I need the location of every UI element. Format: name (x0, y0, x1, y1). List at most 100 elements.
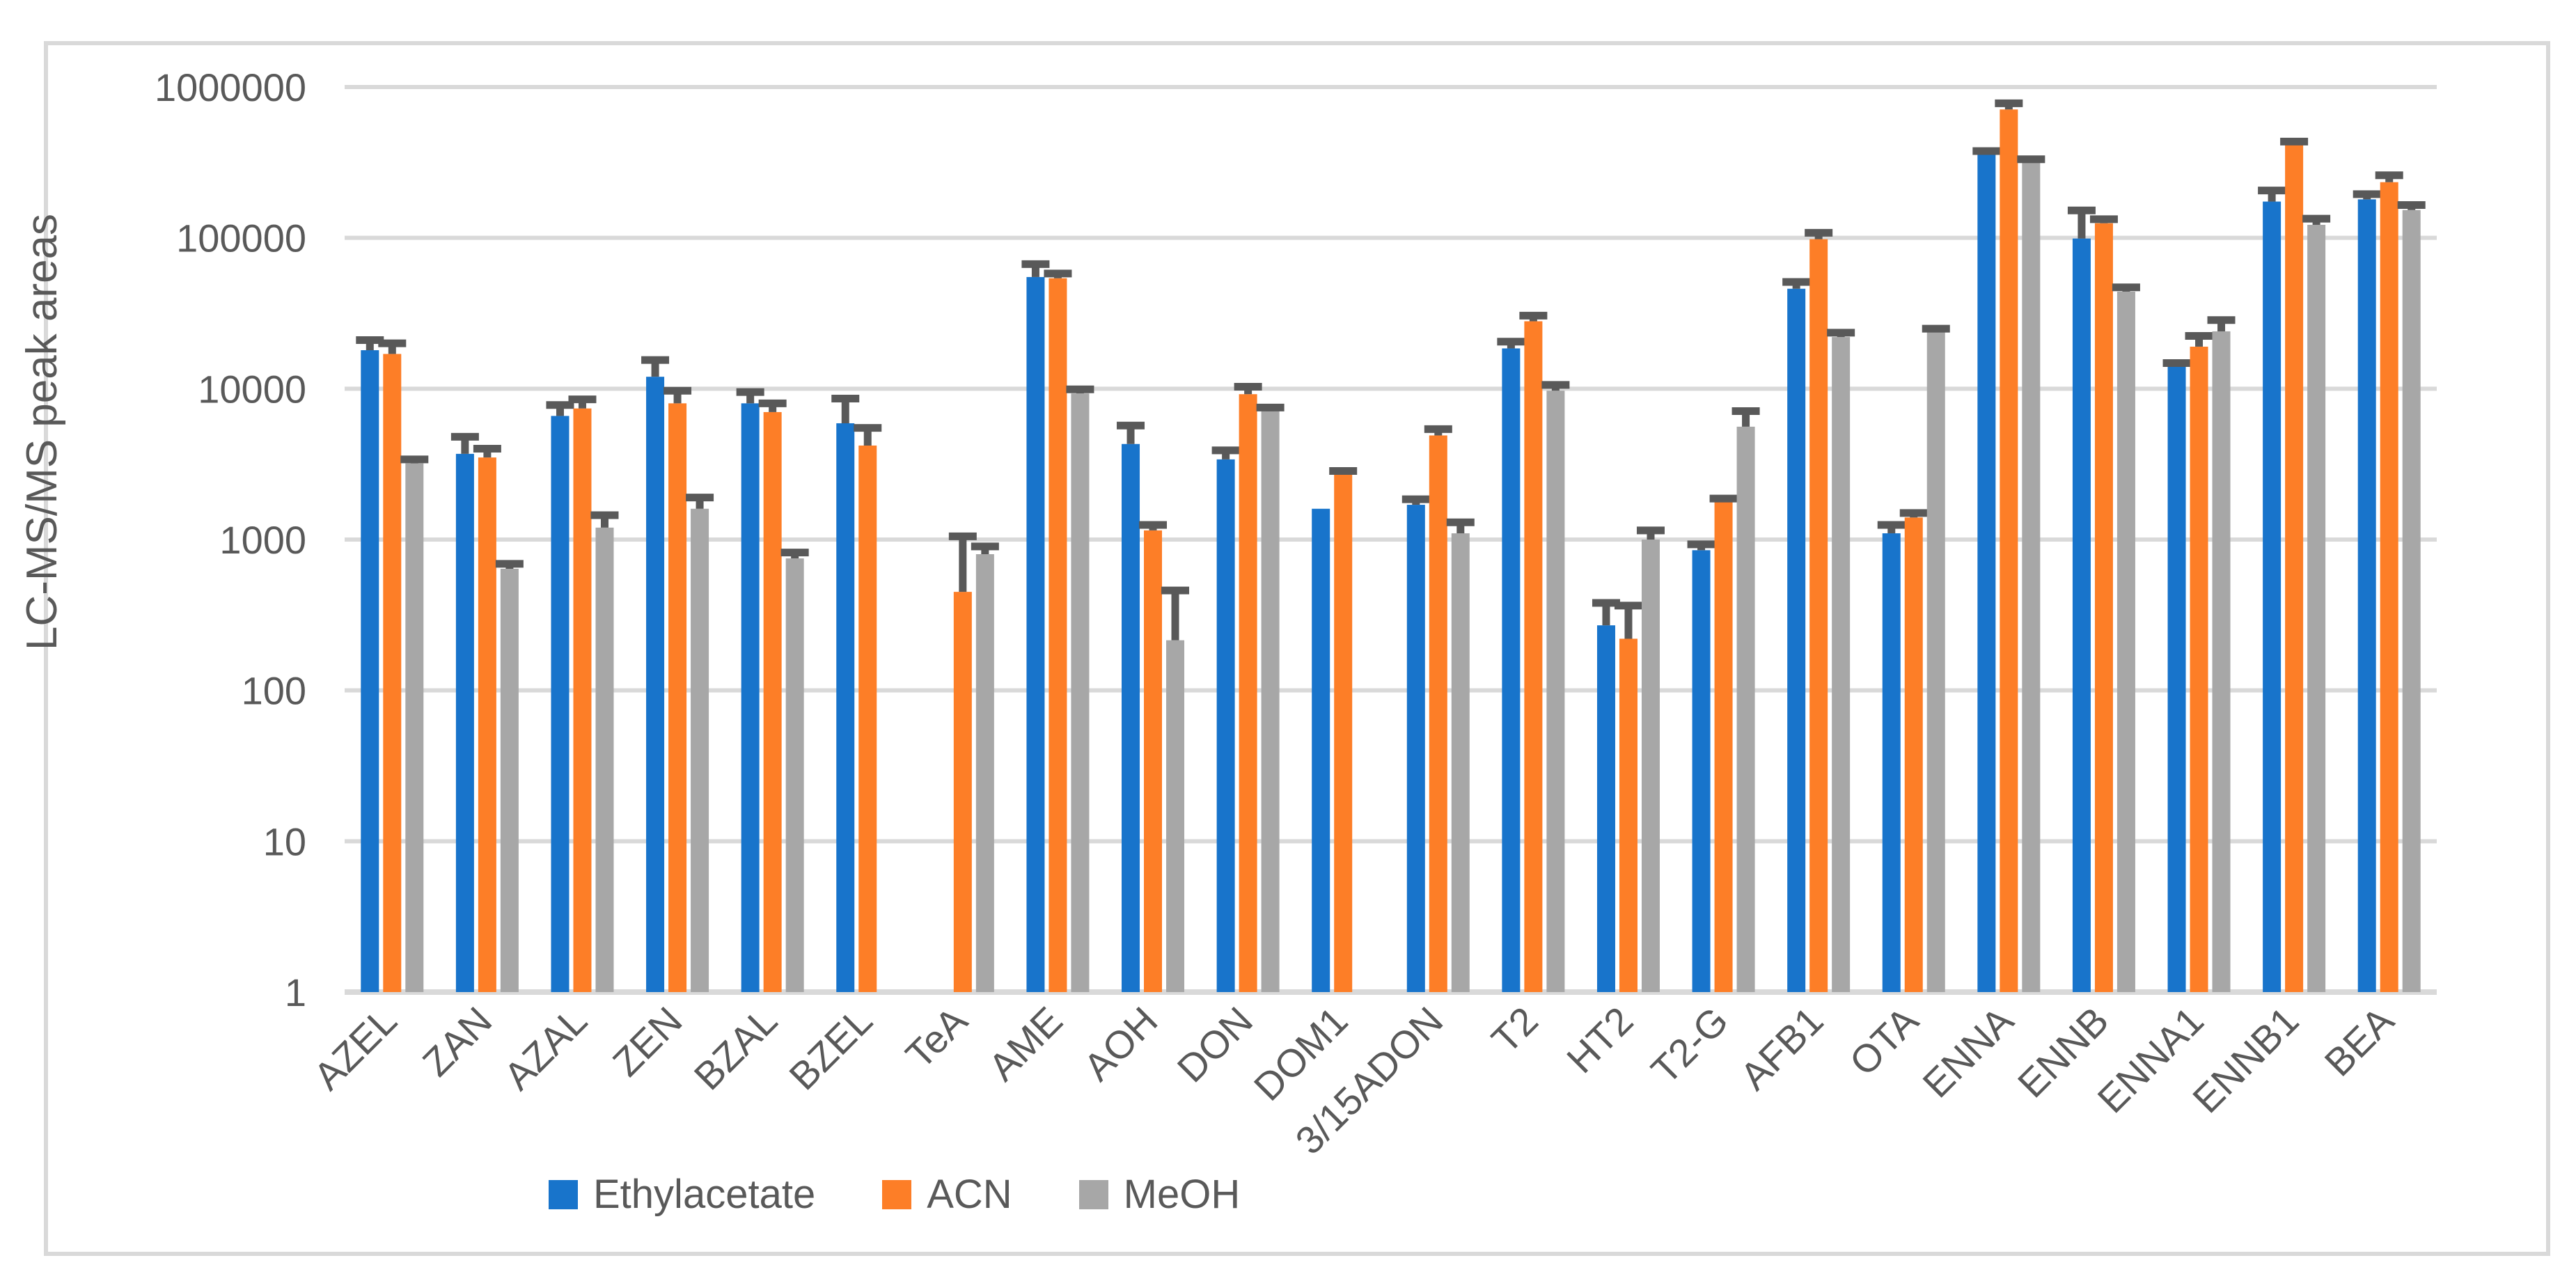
bar-ENNA1-Ethylacetate[interactable] (2167, 366, 2186, 992)
bar-DON-Ethylacetate[interactable] (1216, 459, 1235, 992)
x-category-label-BEA[interactable]: BEA (2316, 998, 2402, 1084)
y-tick-label-1: 1 (285, 970, 306, 1014)
bar-AZEL-Ethylacetate[interactable] (361, 350, 379, 992)
bar-ZEN-Ethylacetate[interactable] (646, 377, 665, 992)
bar-3/15ADON-MeOH[interactable] (1451, 533, 1470, 992)
bar-T2-G-MeOH[interactable] (1736, 426, 1755, 992)
bar-OTA-Ethylacetate[interactable] (1882, 533, 1901, 992)
bar-ZEN-MeOH[interactable] (691, 508, 709, 992)
x-category-label-AZEL[interactable]: AZEL (305, 998, 405, 1099)
x-category-label-AOH[interactable]: AOH (1075, 998, 1165, 1089)
bar-AFB1-ACN[interactable] (1809, 239, 1828, 993)
x-category-label-AME[interactable]: AME (980, 998, 1071, 1089)
bar-T2-Ethylacetate[interactable] (1502, 348, 1521, 992)
x-category-label-T2[interactable]: T2 (1483, 998, 1546, 1062)
bar-ENNA-MeOH[interactable] (2022, 162, 2041, 993)
bar-OTA-MeOH[interactable] (1926, 331, 1945, 992)
bar-BZAL-MeOH[interactable] (785, 558, 804, 992)
figure-border (44, 41, 2550, 1256)
bar-OTA-ACN[interactable] (1904, 517, 1923, 992)
legend-label-ethylacetate: Ethylacetate (593, 1172, 816, 1217)
x-category-label-ZAN[interactable]: ZAN (414, 998, 501, 1085)
bar-ENNA-Ethylacetate[interactable] (1977, 153, 1996, 993)
legend-swatch-ethylacetate (549, 1179, 578, 1209)
bar-AZAL-MeOH[interactable] (595, 527, 614, 992)
bar-BEA-MeOH[interactable] (2402, 210, 2421, 993)
bar-BZEL-Ethylacetate[interactable] (836, 423, 855, 992)
bar-AOH-Ethylacetate[interactable] (1122, 443, 1140, 992)
legend-item-acn[interactable]: ACN (882, 1171, 1012, 1218)
bar-TeA-ACN[interactable] (953, 592, 972, 992)
bar-ENNB1-MeOH[interactable] (2307, 224, 2326, 993)
bar-ZAN-ACN[interactable] (478, 457, 496, 992)
bar-BEA-Ethylacetate[interactable] (2357, 199, 2376, 992)
x-category-label-T2-G[interactable]: T2-G (1642, 998, 1736, 1092)
bar-AZAL-ACN[interactable] (573, 408, 592, 992)
bar-DON-MeOH[interactable] (1261, 411, 1280, 992)
bar-ENNB1-Ethylacetate[interactable] (2263, 201, 2282, 993)
bar-ENNB-ACN[interactable] (2094, 223, 2113, 993)
bar-DOM1-Ethylacetate[interactable] (1312, 508, 1330, 992)
bar-ENNA1-ACN[interactable] (2190, 346, 2208, 992)
legend-swatch-acn (882, 1179, 912, 1209)
bar-HT2-MeOH[interactable] (1641, 540, 1660, 992)
bar-HT2-Ethylacetate[interactable] (1596, 625, 1615, 992)
bar-BZAL-ACN[interactable] (763, 411, 782, 992)
bar-AME-ACN[interactable] (1049, 278, 1067, 993)
bar-T2-MeOH[interactable] (1546, 391, 1565, 992)
bar-ZAN-Ethylacetate[interactable] (455, 453, 474, 992)
legend-item-meoh[interactable]: MeOH (1078, 1171, 1240, 1218)
bar-AFB1-Ethylacetate[interactable] (1787, 288, 1806, 992)
x-category-label-TeA[interactable]: TeA (897, 998, 976, 1076)
bar-ZAN-MeOH[interactable] (500, 568, 519, 992)
y-tick-label-1000: 1000 (219, 518, 306, 562)
bar-ENNB1-ACN[interactable] (2285, 145, 2304, 992)
bar-AZAL-Ethylacetate[interactable] (551, 416, 570, 992)
bar-BEA-ACN[interactable] (2380, 182, 2398, 992)
y-tick-label-100000: 100000 (176, 217, 306, 260)
bar-ENNA1-MeOH[interactable] (2212, 331, 2231, 992)
y-axis-title-text: LC-MS/MS peak areas (18, 213, 67, 650)
y-axis-title: LC-MS/MS peak areas (19, 118, 67, 745)
bar-TeA-MeOH[interactable] (975, 553, 994, 992)
bar-DON-ACN[interactable] (1239, 394, 1257, 992)
x-category-label-BZEL[interactable]: BZEL (780, 998, 881, 1099)
bar-T2-ACN[interactable] (1524, 321, 1543, 992)
bar-ENNA-ACN[interactable] (2000, 109, 2018, 993)
x-category-label-ZEN[interactable]: ZEN (604, 998, 691, 1085)
x-category-label-AFB1[interactable]: AFB1 (1731, 998, 1832, 1099)
legend: Ethylacetate ACN MeOH (549, 1171, 1240, 1218)
bar-AZEL-ACN[interactable] (383, 354, 402, 993)
x-category-label-AZAL[interactable]: AZAL (495, 998, 595, 1099)
bar-DOM1-ACN[interactable] (1334, 474, 1353, 992)
bar-AZEL-MeOH[interactable] (405, 463, 424, 992)
bar-ENNB-Ethylacetate[interactable] (2072, 238, 2091, 993)
bar-T2-G-Ethylacetate[interactable] (1692, 550, 1711, 992)
bar-AOH-ACN[interactable] (1144, 530, 1163, 992)
bar-3/15ADON-ACN[interactable] (1429, 435, 1447, 992)
bar-HT2-ACN[interactable] (1619, 638, 1638, 992)
bar-ENNB-MeOH[interactable] (2116, 291, 2135, 992)
x-category-label-ENNB1[interactable]: ENNB1 (2184, 998, 2307, 1122)
y-tick-label-10: 10 (263, 819, 306, 863)
legend-label-acn: ACN (927, 1172, 1012, 1217)
x-category-label-ENNA[interactable]: ENNA (1914, 998, 2022, 1106)
bar-ZEN-ACN[interactable] (668, 403, 687, 992)
bar-T2-G-ACN[interactable] (1714, 501, 1733, 992)
legend-item-ethylacetate[interactable]: Ethylacetate (549, 1171, 815, 1218)
bar-BZEL-ACN[interactable] (858, 445, 877, 992)
bar-AOH-MeOH[interactable] (1166, 640, 1185, 992)
y-tick-label-100: 100 (242, 669, 306, 713)
bar-AFB1-MeOH[interactable] (1832, 337, 1851, 993)
x-category-label-OTA[interactable]: OTA (1841, 998, 1926, 1083)
y-tick-label-10000: 10000 (198, 367, 306, 411)
bar-BZAL-Ethylacetate[interactable] (741, 403, 760, 992)
x-category-label-ENNA1[interactable]: ENNA1 (2089, 998, 2212, 1122)
x-category-label-BZAL[interactable]: BZAL (686, 998, 786, 1099)
bar-AME-MeOH[interactable] (1071, 393, 1090, 992)
bar-AME-Ethylacetate[interactable] (1026, 276, 1045, 993)
x-category-label-HT2[interactable]: HT2 (1558, 998, 1641, 1081)
bar-3/15ADON-Ethylacetate[interactable] (1406, 505, 1425, 992)
